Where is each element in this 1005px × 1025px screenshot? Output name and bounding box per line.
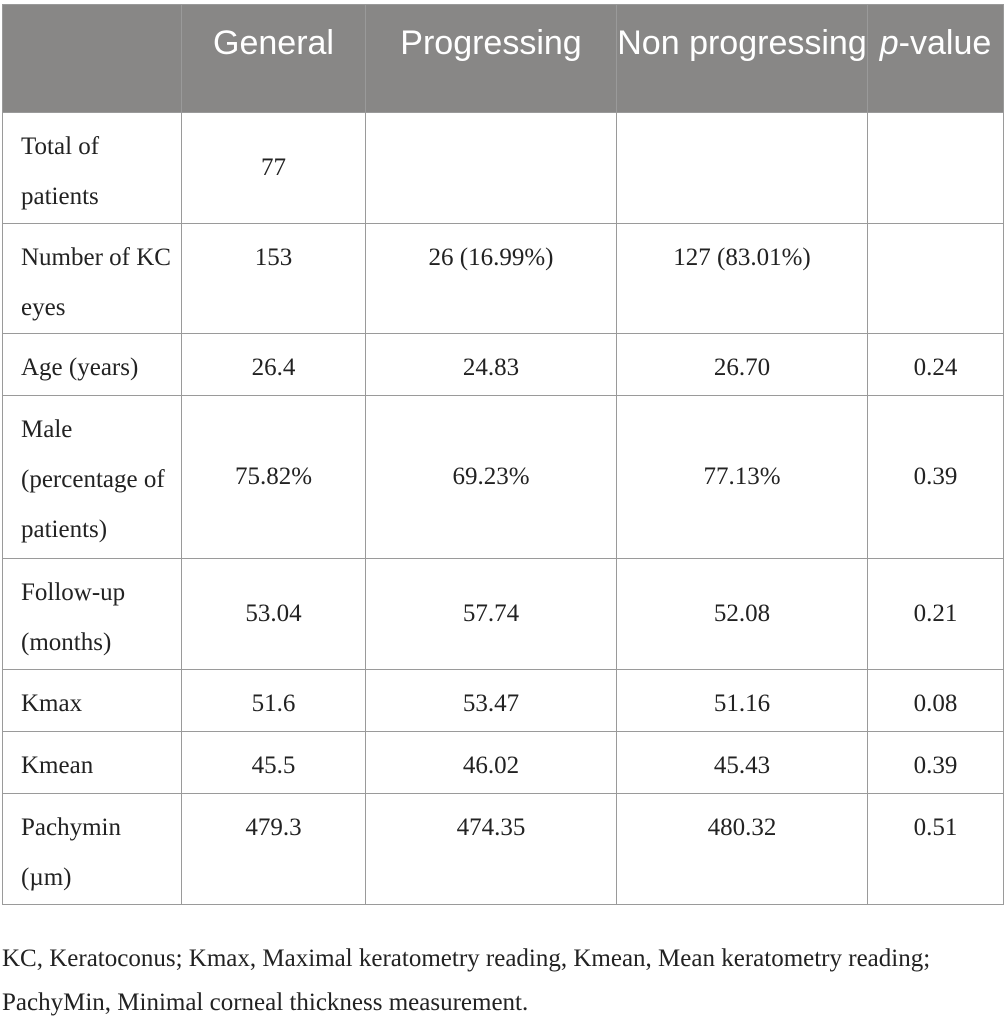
- cell-progressing: 474.35: [365, 793, 617, 905]
- cell-non-progressing: 45.43: [616, 731, 868, 794]
- table-row: Kmean 45.5 46.02 45.43 0.39: [2, 731, 1004, 794]
- row-label: Follow-up (months): [2, 558, 182, 670]
- header-p-value: p-value: [867, 4, 1004, 113]
- cell-progressing: [365, 112, 617, 224]
- header-general: General: [181, 4, 366, 113]
- cell-general: 77: [181, 112, 366, 224]
- table-row: Pachymin (µm) 479.3 474.35 480.32 0.51: [2, 793, 1004, 905]
- cell-non-progressing: 127 (83.01%): [616, 223, 868, 334]
- row-label: Pachymin (µm): [2, 793, 182, 905]
- row-label: Total of patients: [2, 112, 182, 224]
- cell-p-value: 0.39: [867, 395, 1004, 559]
- header-non-progressing: Non progressing: [616, 4, 868, 113]
- header-row: General Progressing Non progressing p-va…: [2, 4, 1004, 113]
- table-row: Number of KC eyes 153 26 (16.99%) 127 (8…: [2, 223, 1004, 334]
- cell-non-progressing: 77.13%: [616, 395, 868, 559]
- table-body: Total of patients 77 Number of KC eyes 1…: [2, 112, 1004, 905]
- table-row: Follow-up (months) 53.04 57.74 52.08 0.2…: [2, 558, 1004, 670]
- cell-non-progressing: 480.32: [616, 793, 868, 905]
- cell-general: 153: [181, 223, 366, 334]
- cell-progressing: 57.74: [365, 558, 617, 670]
- cell-p-value: [867, 112, 1004, 224]
- cell-progressing: 26 (16.99%): [365, 223, 617, 334]
- table-header: General Progressing Non progressing p-va…: [2, 4, 1004, 113]
- table-row: Male (percentage of patients) 75.82% 69.…: [2, 395, 1004, 559]
- row-label: Number of KC eyes: [2, 223, 182, 334]
- row-label: Age (years): [2, 333, 182, 396]
- table-footnote: KC, Keratoconus; Kmax, Maximal keratomet…: [2, 945, 931, 1016]
- cell-general: 53.04: [181, 558, 366, 670]
- cell-p-value: 0.21: [867, 558, 1004, 670]
- cell-general: 45.5: [181, 731, 366, 794]
- cell-non-progressing: 51.16: [616, 669, 868, 732]
- cell-general: 75.82%: [181, 395, 366, 559]
- table-row: Age (years) 26.4 24.83 26.70 0.24: [2, 333, 1004, 396]
- header-stub: [2, 4, 182, 113]
- cell-p-value: 0.24: [867, 333, 1004, 396]
- cell-progressing: 24.83: [365, 333, 617, 396]
- cell-p-value: 0.51: [867, 793, 1004, 905]
- cell-non-progressing: 26.70: [616, 333, 868, 396]
- row-label: Kmean: [2, 731, 182, 794]
- cell-non-progressing: [616, 112, 868, 224]
- cell-progressing: 53.47: [365, 669, 617, 732]
- table-row: Total of patients 77: [2, 112, 1004, 224]
- cell-general: 51.6: [181, 669, 366, 732]
- data-table: General Progressing Non progressing p-va…: [2, 4, 1004, 905]
- header-progressing: Progressing: [365, 4, 617, 113]
- header-p-suffix: -value: [898, 24, 992, 62]
- cell-p-value: 0.39: [867, 731, 1004, 794]
- cell-progressing: 46.02: [365, 731, 617, 794]
- row-label: Kmax: [2, 669, 182, 732]
- cell-progressing: 69.23%: [365, 395, 617, 559]
- cell-general: 26.4: [181, 333, 366, 396]
- cell-non-progressing: 52.08: [616, 558, 868, 670]
- cell-p-value: [867, 223, 1004, 334]
- cell-p-value: 0.08: [867, 669, 1004, 732]
- header-p-italic: p: [879, 24, 899, 62]
- cell-general: 479.3: [181, 793, 366, 905]
- row-label: Male (percentage of patients): [2, 395, 182, 559]
- table-row: Kmax 51.6 53.47 51.16 0.08: [2, 669, 1004, 732]
- data-table-container: General Progressing Non progressing p-va…: [2, 4, 1004, 905]
